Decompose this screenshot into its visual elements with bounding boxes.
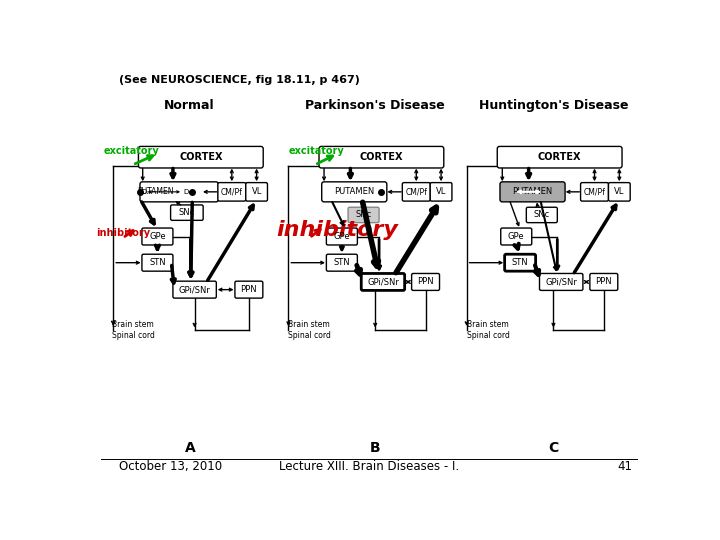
Text: excitatory: excitatory	[289, 146, 344, 156]
Text: excitatory: excitatory	[104, 146, 160, 156]
Text: CM/Pf: CM/Pf	[221, 187, 243, 197]
Text: 41: 41	[618, 460, 632, 473]
Text: GPe: GPe	[333, 232, 350, 241]
FancyBboxPatch shape	[319, 146, 444, 168]
Text: CORTEX: CORTEX	[360, 152, 403, 162]
FancyBboxPatch shape	[402, 183, 431, 201]
Text: D₁: D₁	[183, 189, 191, 195]
Text: Normal: Normal	[164, 99, 215, 112]
Text: Brain stem
Spinal cord: Brain stem Spinal cord	[467, 320, 510, 341]
Text: STN: STN	[149, 258, 166, 267]
FancyBboxPatch shape	[326, 254, 357, 271]
Text: PUTAMEN: PUTAMEN	[334, 187, 374, 197]
Text: Lecture XIII. Brain Diseases - I.: Lecture XIII. Brain Diseases - I.	[279, 460, 459, 473]
FancyBboxPatch shape	[500, 228, 532, 245]
Text: inhibitory: inhibitory	[96, 228, 150, 238]
FancyBboxPatch shape	[246, 183, 267, 201]
Text: VL: VL	[251, 187, 262, 197]
Text: October 13, 2010: October 13, 2010	[120, 460, 222, 473]
Text: PPN: PPN	[240, 285, 257, 294]
Text: PPN: PPN	[595, 278, 612, 286]
FancyBboxPatch shape	[348, 207, 379, 222]
FancyBboxPatch shape	[580, 183, 608, 201]
FancyBboxPatch shape	[500, 182, 565, 202]
FancyBboxPatch shape	[590, 273, 618, 291]
FancyBboxPatch shape	[142, 254, 173, 271]
Text: Brain stem
Spinal cord: Brain stem Spinal cord	[112, 320, 155, 341]
Text: Brain stem
Spinal cord: Brain stem Spinal cord	[289, 320, 331, 341]
FancyBboxPatch shape	[608, 183, 630, 201]
FancyBboxPatch shape	[322, 182, 387, 202]
Text: SNc: SNc	[534, 211, 550, 219]
FancyBboxPatch shape	[361, 273, 405, 291]
Text: VL: VL	[436, 187, 446, 197]
FancyBboxPatch shape	[412, 273, 439, 291]
FancyBboxPatch shape	[235, 281, 263, 298]
Text: GPe: GPe	[149, 232, 166, 241]
Text: CM/Pf: CM/Pf	[584, 187, 606, 197]
Text: VL: VL	[614, 187, 624, 197]
FancyBboxPatch shape	[142, 228, 173, 245]
FancyBboxPatch shape	[431, 183, 452, 201]
Text: GPi/SNr: GPi/SNr	[367, 278, 399, 286]
FancyBboxPatch shape	[138, 146, 264, 168]
FancyBboxPatch shape	[505, 254, 536, 271]
Text: CORTEX: CORTEX	[538, 152, 582, 162]
FancyBboxPatch shape	[140, 182, 218, 202]
FancyBboxPatch shape	[173, 281, 216, 298]
Text: Parkinson's Disease: Parkinson's Disease	[305, 99, 444, 112]
Text: GPi/SNr: GPi/SNr	[179, 285, 210, 294]
Text: PUTAMEN: PUTAMEN	[138, 187, 174, 197]
Text: D₂: D₂	[141, 189, 149, 195]
FancyBboxPatch shape	[326, 228, 357, 245]
Text: STN: STN	[333, 258, 350, 267]
Text: PUTAMEN: PUTAMEN	[513, 187, 553, 197]
Text: GPi/SNr: GPi/SNr	[545, 278, 577, 286]
Text: A: A	[185, 441, 196, 455]
Text: C: C	[549, 441, 559, 455]
Text: B: B	[370, 441, 380, 455]
Text: SNc: SNc	[179, 208, 195, 217]
Text: STN: STN	[512, 258, 528, 267]
Text: SNc: SNc	[356, 211, 372, 219]
Text: CM/Pf: CM/Pf	[405, 187, 427, 197]
Text: CORTEX: CORTEX	[179, 152, 222, 162]
Text: GPe: GPe	[508, 232, 525, 241]
Text: inhibitory: inhibitory	[276, 220, 398, 240]
FancyBboxPatch shape	[498, 146, 622, 168]
Text: (See NEUROSCIENCE, fig 18.11, p 467): (See NEUROSCIENCE, fig 18.11, p 467)	[120, 75, 360, 85]
Text: PPN: PPN	[418, 278, 434, 286]
FancyBboxPatch shape	[539, 273, 583, 291]
FancyBboxPatch shape	[218, 183, 246, 201]
Text: Huntington's Disease: Huntington's Disease	[479, 99, 628, 112]
FancyBboxPatch shape	[526, 207, 557, 222]
FancyBboxPatch shape	[171, 205, 203, 220]
